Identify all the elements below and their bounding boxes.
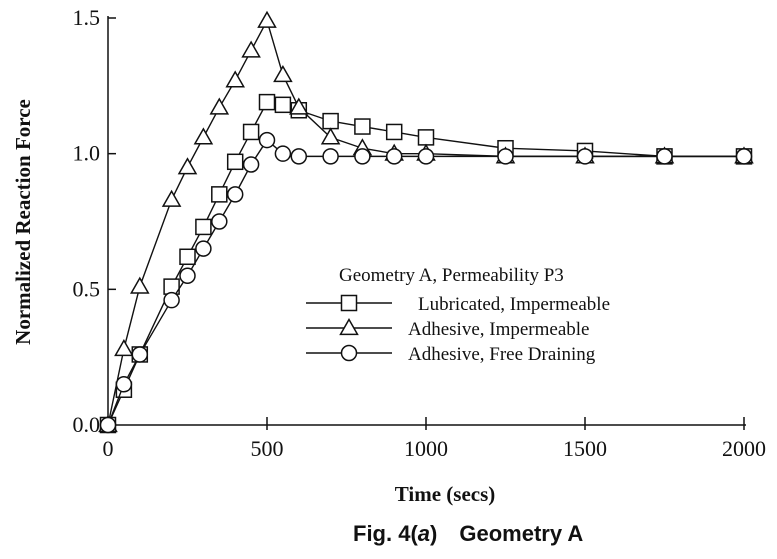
- data-point-square: [274, 96, 292, 114]
- figure-title: Geometry A: [459, 521, 583, 546]
- data-point-triangle: [289, 97, 309, 115]
- data-point-circle: [497, 148, 514, 165]
- data-point-square: [226, 153, 244, 171]
- data-point-triangle: [257, 10, 277, 28]
- data-point-square: [417, 129, 435, 146]
- data-point-triangle: [161, 189, 182, 207]
- data-point-square: [322, 112, 339, 130]
- data-point-triangle: [130, 276, 150, 294]
- legend-marker-circle: [340, 344, 358, 362]
- data-point-circle: [417, 148, 435, 165]
- data-point-triangle: [114, 339, 134, 357]
- x-axis-title: Time (secs): [395, 482, 496, 506]
- data-point-circle: [211, 213, 228, 230]
- data-point-circle: [258, 131, 276, 149]
- x-tick-label: 2000: [722, 436, 766, 461]
- y-tick-label: 1.5: [73, 5, 101, 30]
- data-point-circle: [656, 148, 673, 165]
- legend-item-triangle: Adhesive, Impermeable: [306, 317, 589, 340]
- y-tick-label: 1.0: [73, 141, 101, 166]
- data-point-circle: [179, 267, 196, 285]
- data-point-triangle: [209, 97, 230, 115]
- figure-label: Fig. 4(: [353, 521, 418, 546]
- legend-title: Geometry A, Permeability P3: [339, 265, 564, 286]
- data-point-square: [179, 248, 196, 266]
- data-point-square: [258, 93, 276, 111]
- ticks: 0 500 1000 1500 2000 0.0 0.5 1.0 1.5: [73, 5, 767, 461]
- data-point-square: [385, 123, 403, 141]
- data-point-triangle: [193, 127, 214, 145]
- figure-letter: a: [418, 521, 430, 546]
- y-tick-label: 0.5: [73, 276, 101, 301]
- data-point-circle: [290, 148, 308, 165]
- data-point-triangle: [177, 157, 198, 175]
- data-point-circle: [385, 148, 403, 165]
- data-point-circle: [242, 156, 260, 173]
- data-point-square: [242, 123, 260, 141]
- legend: Lubricated, Impermeable Adhesive, Imperme…: [306, 294, 610, 365]
- data-point-square: [211, 186, 228, 203]
- data-point-circle: [576, 148, 594, 165]
- data-point-circle: [274, 145, 292, 162]
- legend-label: Lubricated, Impermeable: [418, 294, 610, 315]
- data-point-circle: [131, 346, 149, 363]
- data-point-circle: [115, 376, 133, 393]
- x-tick-label: 0: [103, 436, 114, 461]
- data-point-square: [354, 118, 371, 135]
- legend-label: Adhesive, Free Draining: [408, 344, 596, 365]
- data-point-triangle: [225, 70, 245, 88]
- x-tick-label: 1000: [404, 436, 448, 461]
- figure-label-close: ): [430, 521, 437, 546]
- legend-marker-square: [340, 294, 358, 312]
- y-tick-label: 0.0: [73, 412, 101, 437]
- data-point-circle: [735, 148, 753, 165]
- data-point-triangle: [273, 64, 293, 83]
- x-tick-label: 1500: [563, 436, 607, 461]
- data-point-circle: [99, 416, 117, 434]
- data-point-circle: [195, 240, 212, 257]
- legend-item-circle: Adhesive, Free Draining: [306, 344, 596, 365]
- data-point-triangle: [320, 127, 341, 145]
- legend-marker-triangle: [339, 317, 359, 336]
- data-point-circle: [322, 148, 339, 165]
- x-tick-label: 500: [251, 436, 284, 461]
- axes: [107, 16, 746, 426]
- legend-label: Adhesive, Impermeable: [408, 319, 589, 340]
- series-circle: [99, 131, 753, 434]
- data-point-circle: [354, 148, 371, 165]
- data-point-circle: [163, 291, 180, 309]
- data-point-circle: [226, 186, 244, 203]
- legend-item-square: Lubricated, Impermeable: [306, 294, 610, 315]
- figure-caption: Fig. 4(a) Geometry A: [353, 521, 583, 546]
- series-layer: [98, 10, 754, 434]
- y-axis-title: Normalized Reaction Force: [11, 99, 35, 345]
- data-point-triangle: [241, 40, 261, 58]
- data-point-square: [195, 218, 212, 236]
